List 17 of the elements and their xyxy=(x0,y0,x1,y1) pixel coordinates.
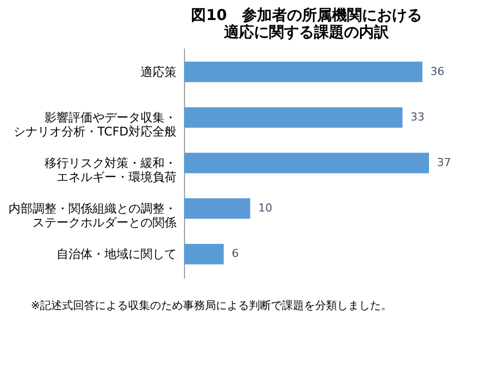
data-label: 10 xyxy=(258,202,272,215)
bar xyxy=(184,244,224,264)
y-tick-label: 移行リスク対策・緩和・エネルギー・環境負荷 xyxy=(44,156,176,184)
y-tick-label: 適応策 xyxy=(140,64,176,79)
y-tick-label: 内部調整・関係組織との調整・ステークホルダーとの関係 xyxy=(8,202,176,230)
y-tick-label: 影響評価やデータ収集・シナリオ分析・TCFD対応全般 xyxy=(13,110,176,138)
chart-title: 図10 参加者の所属機関における適応に関する課題の内訳 xyxy=(191,6,422,41)
data-label: 37 xyxy=(437,156,451,169)
bar xyxy=(184,62,422,82)
data-label: 6 xyxy=(232,247,239,260)
data-label: 36 xyxy=(430,64,444,78)
text: ※記述式回答による収集のため事務局による判断で課題を分類しました。 xyxy=(30,299,392,312)
bar xyxy=(184,198,250,219)
y-tick-label: 自治体・地域に関して xyxy=(56,247,176,262)
data-label: 33 xyxy=(410,110,425,124)
bar xyxy=(184,107,403,128)
bar xyxy=(184,152,429,174)
